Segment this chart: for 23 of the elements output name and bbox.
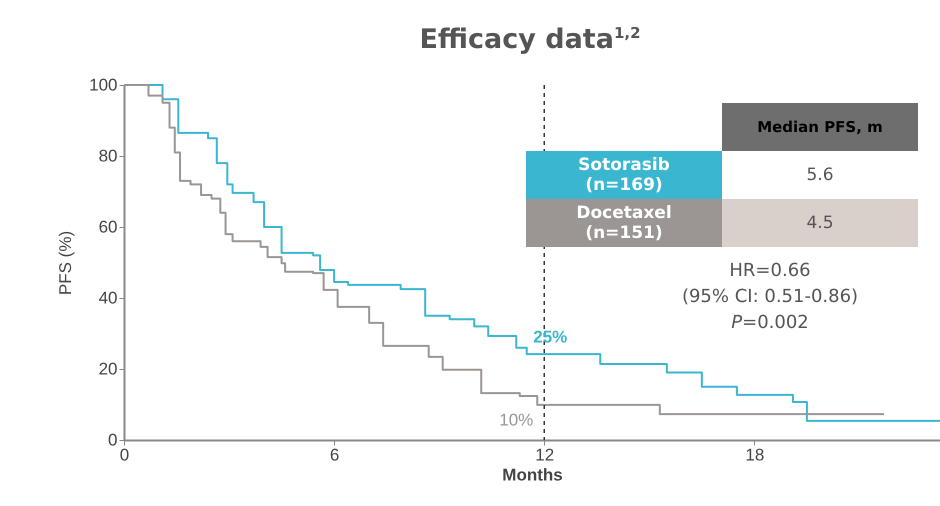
annotation: HR=0.66 — [729, 260, 811, 281]
annotation: Median PFS, m — [722, 103, 918, 151]
text: Docetaxel (n=151) — [576, 203, 672, 243]
annotation: (95% CI: 0.51-0.86) — [682, 286, 858, 307]
x-tick-label: 6 — [330, 446, 340, 464]
text: Sotorasib (n=169) — [578, 155, 670, 195]
y-tick-label: 0 — [108, 430, 118, 450]
y-tick-label: 40 — [98, 288, 118, 308]
x-tick-label: 18 — [745, 446, 764, 464]
annotation: 5.6 — [722, 151, 918, 199]
y-tick-label: 20 — [98, 360, 118, 378]
x-tick-label: 0 — [120, 446, 130, 464]
y-axis-title: PFS (%) — [56, 230, 76, 296]
annotation: P=0.002 — [731, 312, 809, 333]
y-tick-label: 100 — [89, 76, 118, 94]
x-axis-title: Months — [502, 466, 563, 484]
y-tick-label: 80 — [98, 146, 118, 166]
annotation: 25% — [533, 327, 568, 346]
chart-title: Efficacy data$^{1,2}$ — [418, 24, 642, 55]
y-tick-label: 60 — [98, 218, 118, 236]
x-tick-label: 12 — [535, 446, 554, 464]
annotation: 10% — [499, 410, 534, 430]
annotation: 4.5 — [722, 199, 918, 247]
